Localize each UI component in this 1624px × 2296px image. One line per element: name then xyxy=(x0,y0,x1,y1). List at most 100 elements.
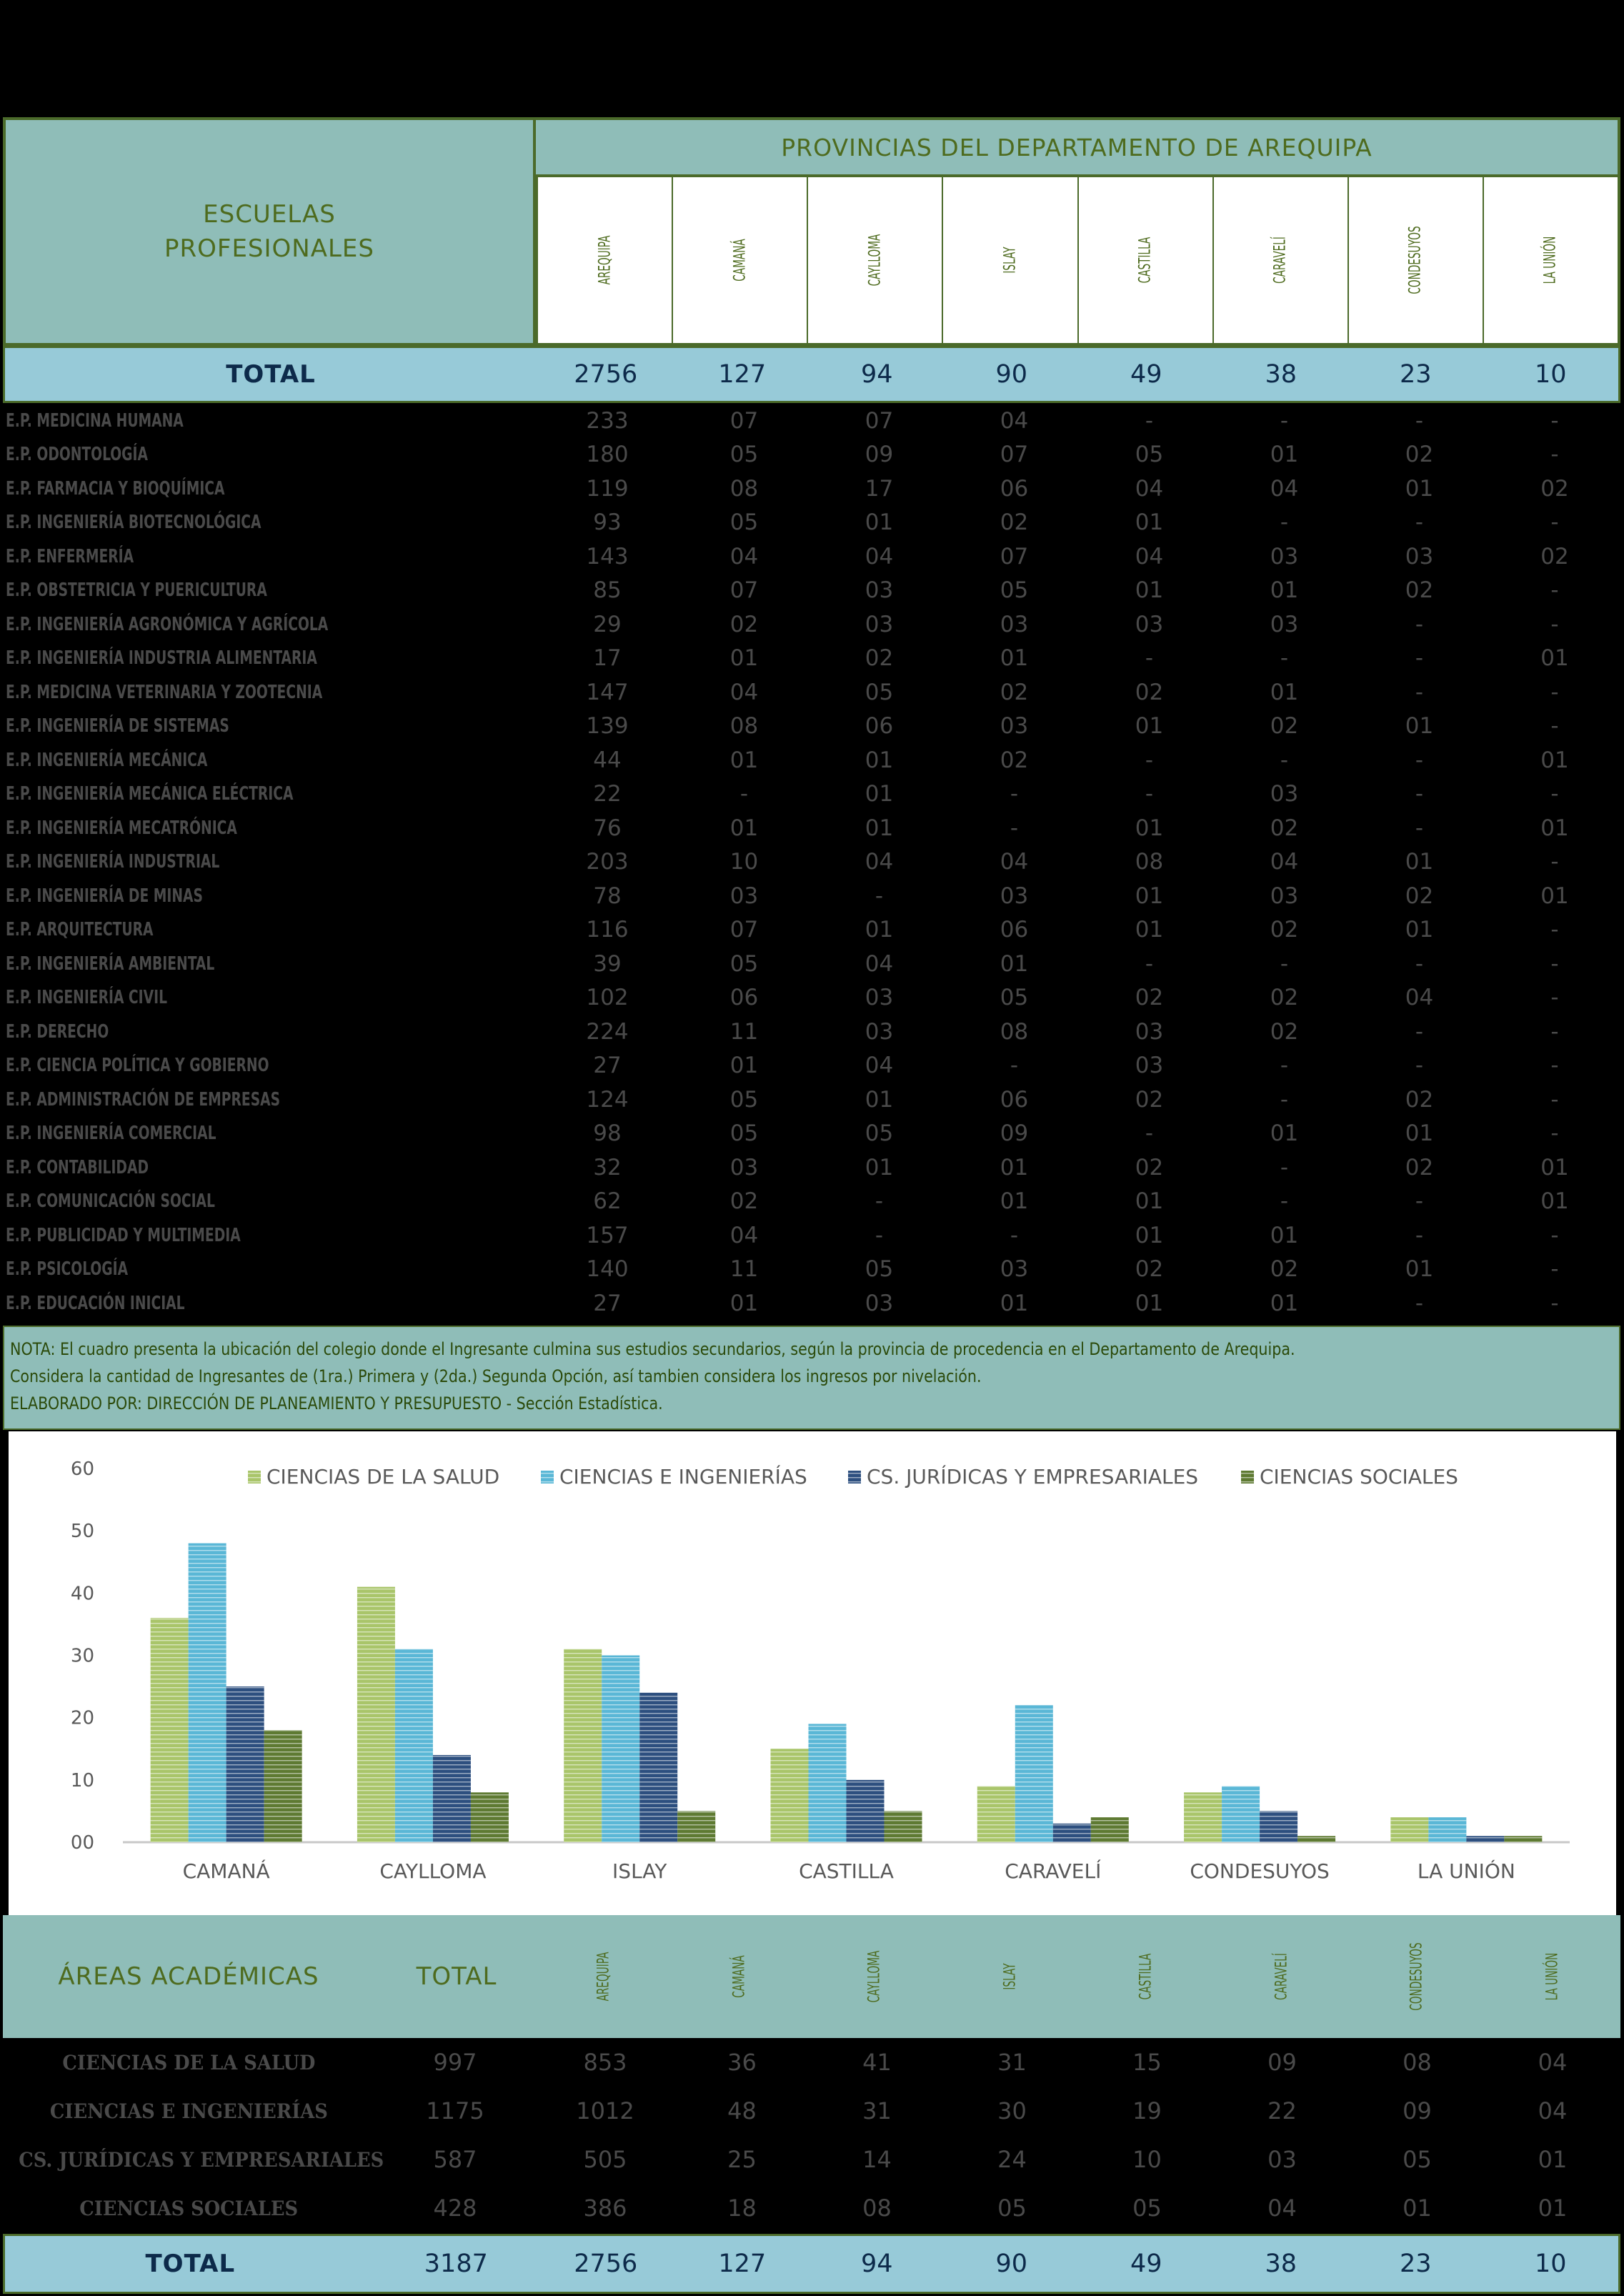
province-col-header: AREQUIPA xyxy=(536,1915,672,2038)
table-row: E.P. INGENIERÍA MECÁNICA 44 01 01 02 - - - 01 xyxy=(0,743,1624,777)
table-cell: 08 xyxy=(862,2195,892,2222)
table-cell: 01 xyxy=(729,645,759,672)
table-cell: 01 xyxy=(865,815,894,841)
table-row: E.P. CONTABILIDAD 32 03 01 01 02 - 02 01 xyxy=(0,1151,1624,1185)
area-name: CS. JURÍDICAS Y EMPRESARIALES xyxy=(19,2147,384,2172)
table-cell: 04 xyxy=(865,1053,894,1079)
table-cell: 22 xyxy=(593,781,622,807)
table-cell: 03 xyxy=(1000,713,1029,740)
bar-texture xyxy=(1297,1836,1336,1842)
table-cell: 02 xyxy=(1135,1086,1164,1113)
table-cell: 02 xyxy=(1270,917,1299,943)
table-row: E.P. PSICOLOGÍA 140 11 05 03 02 02 01 - xyxy=(0,1253,1624,1287)
school-name: E.P. PUBLICIDAD Y MULTIMEDIA xyxy=(6,1224,241,1246)
province-col-header: AREQUIPA xyxy=(536,177,672,343)
table-cell: - xyxy=(739,781,749,807)
total-value: 38 xyxy=(1265,2250,1297,2278)
table-cell: 01 xyxy=(865,747,894,773)
school-name: E.P. CIENCIA POLÍTICA Y GOBIERNO xyxy=(6,1055,269,1077)
provinces-header: PROVINCIAS DEL DEPARTAMENTO DE AREQUIPA xyxy=(536,117,1620,177)
legend-label: CIENCIAS DE LA SALUD xyxy=(266,1465,499,1489)
table-cell: - xyxy=(1415,407,1424,434)
school-name: E.P. INGENIERÍA DE MINAS xyxy=(6,885,203,907)
table-cell: 39 xyxy=(593,950,622,977)
table-cell: 01 xyxy=(1405,849,1434,875)
bar-texture xyxy=(639,1692,678,1842)
legend-label: CIENCIAS SOCIALES xyxy=(1260,1465,1458,1489)
table-cell: - xyxy=(1010,781,1019,807)
total-value: 49 xyxy=(1130,360,1162,389)
table-row: E.P. OBSTETRICIA Y PUERICULTURA 85 07 03 05 0… xyxy=(0,574,1624,608)
table-cell: 02 xyxy=(729,611,759,637)
province-name: CONDESUYOS xyxy=(1406,226,1425,294)
table-cell: 10 xyxy=(1132,2146,1162,2173)
table-cell: - xyxy=(1280,510,1289,536)
bar-texture xyxy=(884,1811,922,1842)
table-cell: 02 xyxy=(1405,1086,1434,1113)
table-cell: 02 xyxy=(1135,679,1164,705)
table-cell: 03 xyxy=(1270,781,1299,807)
school-name: E.P. INGENIERÍA MECATRÓNICA xyxy=(6,817,237,839)
table-row: E.P. CIENCIA POLÍTICA Y GOBIERNO 27 01 04 - 0… xyxy=(0,1049,1624,1083)
table-cell: 03 xyxy=(1000,611,1029,637)
table-cell: 04 xyxy=(1000,407,1029,434)
table-cell: 01 xyxy=(1540,1154,1569,1181)
total-value: 90 xyxy=(995,2250,1028,2278)
table-cell: 98 xyxy=(593,1120,622,1147)
table-cell: - xyxy=(1550,1053,1559,1079)
bar-texture xyxy=(977,1786,1015,1842)
table-cell: 01 xyxy=(1270,1290,1299,1316)
table-cell: 01 xyxy=(865,510,894,536)
table-cell: 01 xyxy=(1405,475,1434,502)
total-value: 2756 xyxy=(574,360,638,389)
province-name: CAYLLOMA xyxy=(865,1950,884,2003)
table-row: E.P. INGENIERÍA BIOTECNOLÓGICA 93 05 01 02 01… xyxy=(0,506,1624,540)
x-tick-label: ISLAY xyxy=(612,1859,667,1883)
table-cell: 386 xyxy=(583,2195,627,2222)
table-cell: 11 xyxy=(729,1018,759,1045)
table-cell: 02 xyxy=(1135,1154,1164,1181)
table-cell: 04 xyxy=(729,679,759,705)
total-label: TOTAL xyxy=(226,360,316,389)
table-cell: 30 xyxy=(997,2097,1027,2124)
table-cell: 24 xyxy=(997,2146,1027,2173)
table-cell: 08 xyxy=(1000,1018,1029,1045)
total-value: 10 xyxy=(1534,360,1567,389)
y-tick-label: 50 xyxy=(71,1521,94,1542)
total-value: 10 xyxy=(1534,2250,1567,2278)
table-cell: - xyxy=(1280,950,1289,977)
bar-texture xyxy=(1428,1817,1467,1842)
table-row: E.P. PUBLICIDAD Y MULTIMEDIA 157 04 - - 01 01 -… xyxy=(0,1218,1624,1253)
table-cell: 04 xyxy=(1270,475,1299,502)
table-cell: - xyxy=(1280,1154,1289,1181)
table-cell: 02 xyxy=(1405,577,1434,604)
table-cell: 04 xyxy=(865,543,894,570)
table-row: E.P. MEDICINA VETERINARIA Y ZOOTECNIA 147… xyxy=(0,675,1624,710)
table-cell: 147 xyxy=(586,679,629,705)
table-cell: 03 xyxy=(1000,883,1029,909)
table-cell: 10 xyxy=(729,849,759,875)
table-cell: 07 xyxy=(729,917,759,943)
province-name: LA UNIÓN xyxy=(1543,1952,1562,2001)
bar-texture xyxy=(264,1730,302,1842)
bar-texture xyxy=(470,1792,509,1842)
table-cell: - xyxy=(1280,747,1289,773)
table-row: E.P. INGENIERÍA MECÁNICA ELÉCTRICA 22 - 01 -… xyxy=(0,777,1624,812)
table-cell: 04 xyxy=(1000,849,1029,875)
table-row: E.P. INGENIERÍA DE SISTEMAS 139 08 06 03 01 02… xyxy=(0,710,1624,744)
school-name: E.P. ADMINISTRACIÓN DE EMPRESAS xyxy=(6,1088,281,1110)
schools-table-body: E.P. MEDICINA HUMANA 233 07 07 04- - - - E.P. OD… xyxy=(0,404,1624,1321)
table-cell: 05 xyxy=(729,510,759,536)
table-cell: 116 xyxy=(586,917,629,943)
table-cell: 04 xyxy=(1270,849,1299,875)
school-name: E.P. COMUNICACIÓN SOCIAL xyxy=(6,1191,215,1213)
table-cell: 03 xyxy=(865,611,894,637)
table-cell: - xyxy=(1550,1120,1559,1147)
table-row: E.P. ODONTOLOGÍA 180 05 09 07 05 01 02 - xyxy=(0,438,1624,472)
table-cell: - xyxy=(1415,815,1424,841)
school-name: E.P. DERECHO xyxy=(6,1020,109,1043)
table-cell: 203 xyxy=(586,849,629,875)
x-tick-label: LA UNIÓN xyxy=(1418,1859,1515,1883)
table-cell: - xyxy=(1415,645,1424,672)
table-cell: - xyxy=(1280,645,1289,672)
